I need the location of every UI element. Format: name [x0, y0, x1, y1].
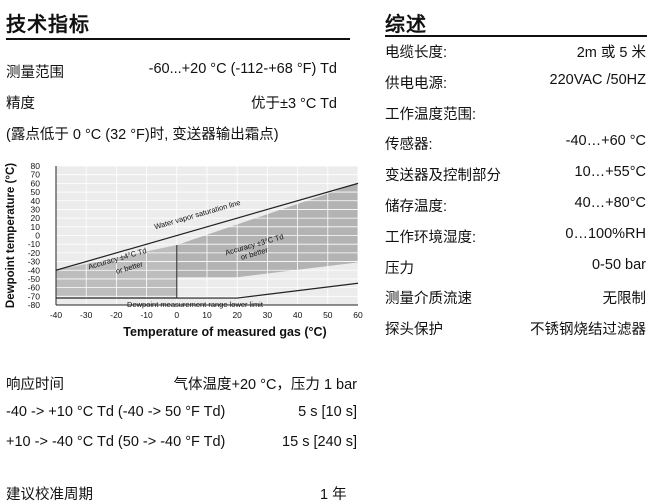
overview-row-value: -40…+60 °C [565, 133, 646, 149]
overview-row-label: 变送器及控制部分 [385, 168, 501, 184]
x-tick-label: 0 [174, 310, 179, 320]
accuracy-label: 精度 [6, 96, 35, 112]
x-tick-label: -10 [140, 310, 153, 320]
response-condition: 气体温度+20 °C，压力 1 bar [173, 377, 357, 393]
calibration-value: 1 年 [320, 487, 347, 503]
chart-line [55, 182, 359, 271]
x-tick-label: 50 [323, 310, 333, 320]
overview-row-value: 10…+55°C [574, 164, 647, 180]
overview-row-label: 电缆长度: [385, 45, 448, 61]
overview-row-label: 储存温度: [385, 199, 448, 215]
y-tick-label: -60 [28, 283, 41, 293]
overview-row-value: 2m 或 5 米 [576, 45, 646, 61]
response-row-1-value: 5 s [10 s] [298, 404, 357, 420]
y-tick-label: 80 [31, 161, 41, 171]
y-tick-label: -30 [28, 257, 41, 267]
x-tick-label: 40 [293, 310, 303, 320]
x-tick-label: 60 [353, 310, 363, 320]
response-row-2-value: 15 s [240 s] [282, 434, 357, 450]
overview-row-label: 工作环境湿度: [385, 230, 477, 246]
overview-row-value: 0…100%RH [565, 226, 646, 242]
frost-note: (露点低于 0 °C (32 °F)时, 变送器输出霜点) [6, 127, 279, 143]
y-tick-label: 10 [31, 222, 41, 232]
response-row-1-label: -40 -> +10 °C Td (-40 -> 50 °F Td) [6, 404, 226, 420]
overview-heading: 综述 [385, 14, 427, 36]
y-tick-label: 70 [31, 170, 41, 180]
x-tick-label: -30 [80, 310, 93, 320]
overview-row-label: 工作温度范围: [385, 107, 477, 123]
y-tick-label: 40 [31, 196, 41, 206]
dewpoint-accuracy-chart: -40 -30 -20 -10 0 10 20 30 40 50 60807060504030201… [5, 161, 363, 339]
y-tick-label: -20 [28, 248, 41, 258]
overview-row-value: 0-50 bar [591, 257, 646, 273]
range-value: -60...+20 °C (-112-+68 °F) Td [148, 61, 337, 77]
overview-row-label: 传感器: [385, 137, 433, 153]
x-tick-label: 20 [232, 310, 242, 320]
y-tick-label: 0 [35, 231, 40, 241]
calibration-label: 建议校准周期 [6, 487, 93, 503]
range-label: 测量范围 [6, 65, 64, 81]
overview-row-label: 测量介质流速 [385, 291, 472, 307]
y-tick-label: -40 [28, 265, 41, 275]
overview-row-value: 无限制 [602, 291, 647, 307]
y-axis-label: Dewpoint temperature (°C) [5, 163, 17, 308]
spec-heading: 技术指标 [6, 14, 90, 36]
accuracy-value: 优于±3 °C Td [250, 96, 337, 112]
x-tick-label: 10 [202, 310, 212, 320]
y-tick-label: 50 [31, 187, 41, 197]
overview-row-value: 220VAC /50HZ [549, 72, 646, 88]
y-tick-label: -70 [28, 291, 41, 301]
x-axis-label: Temperature of measured gas (°C) [123, 325, 326, 339]
overview-row-label: 供电电源: [385, 76, 448, 92]
response-row-2-label: +10 -> -40 °C Td (50 -> -40 °F Td) [6, 434, 226, 450]
y-tick-label: 30 [31, 204, 41, 214]
overview-row-label: 探头保护 [385, 322, 443, 338]
y-tick-label: -80 [28, 300, 41, 310]
x-tick-label: 30 [263, 310, 273, 320]
spec-heading-rule [6, 38, 350, 40]
overview-row-value: 40…+80°C [574, 195, 647, 211]
lower-limit-label: Dewpoint measurement range lower limit [127, 300, 264, 309]
y-tick-label: -50 [28, 274, 41, 284]
y-tick-label: 60 [31, 178, 41, 188]
overview-heading-rule [385, 35, 647, 37]
y-tick-label: 20 [31, 213, 41, 223]
chart-line [56, 282, 359, 299]
overview-row-value: 不锈钢烧结过滤器 [530, 322, 646, 338]
y-tick-label: -10 [28, 239, 41, 249]
response-label: 响应时间 [6, 377, 64, 393]
x-tick-label: -20 [110, 310, 123, 320]
overview-row-label: 压力 [385, 261, 414, 277]
x-tick-label: -40 [50, 310, 63, 320]
